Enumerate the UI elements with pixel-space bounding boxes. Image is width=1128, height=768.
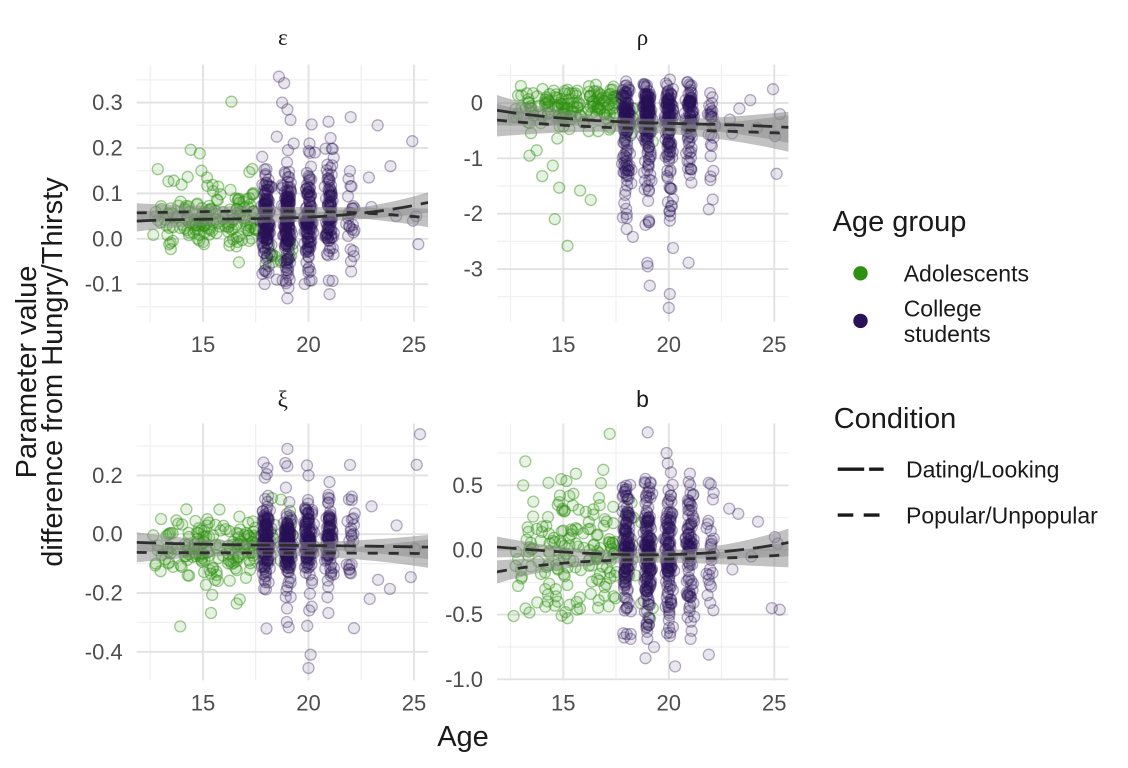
svg-text:-3: -3 [463, 257, 483, 282]
svg-text:Dating/Looking: Dating/Looking [906, 457, 1059, 483]
svg-text:Popular/Unpopular: Popular/Unpopular [906, 503, 1098, 529]
svg-text:0.2: 0.2 [92, 136, 123, 161]
svg-text:-0.5: -0.5 [445, 602, 483, 627]
svg-text:b: b [636, 386, 649, 412]
svg-text:0.0: 0.0 [92, 226, 123, 251]
svg-text:15: 15 [551, 332, 575, 357]
svg-text:25: 25 [762, 332, 786, 357]
svg-text:25: 25 [402, 691, 426, 716]
svg-text:Condition: Condition [834, 403, 957, 435]
svg-text:0.5: 0.5 [452, 473, 483, 498]
svg-text:-0.1: -0.1 [85, 272, 123, 297]
svg-text:20: 20 [296, 332, 320, 357]
svg-text:-1.0: -1.0 [445, 667, 483, 692]
svg-text:-2: -2 [463, 201, 483, 226]
svg-text:Adolescents: Adolescents [904, 261, 1029, 287]
svg-text:students: students [904, 321, 991, 347]
svg-text:0.0: 0.0 [452, 538, 483, 563]
svg-text:Age group: Age group [833, 206, 967, 238]
svg-text:0.1: 0.1 [92, 181, 123, 206]
svg-text:0.2: 0.2 [92, 463, 123, 488]
svg-text:Age: Age [437, 721, 489, 753]
svg-text:20: 20 [296, 691, 320, 716]
svg-text:-0.4: -0.4 [85, 639, 123, 664]
svg-text:College: College [904, 296, 982, 322]
svg-text:25: 25 [762, 691, 786, 716]
svg-text:-0.2: -0.2 [85, 581, 123, 606]
svg-text:ρ: ρ [637, 25, 648, 50]
svg-text:0.3: 0.3 [92, 90, 123, 115]
svg-text:difference from Hungry/Thirsty: difference from Hungry/Thirsty [37, 177, 69, 567]
svg-text:15: 15 [551, 691, 575, 716]
svg-text:20: 20 [657, 691, 681, 716]
svg-text:ε: ε [278, 25, 288, 50]
svg-text:-1: -1 [463, 146, 483, 171]
svg-text:Parameter value: Parameter value [11, 266, 43, 479]
svg-text:15: 15 [191, 691, 215, 716]
svg-text:0.0: 0.0 [92, 522, 123, 547]
svg-text:20: 20 [657, 332, 681, 357]
svg-text:15: 15 [191, 332, 215, 357]
svg-text:ξ: ξ [278, 387, 288, 412]
svg-text:0: 0 [471, 91, 483, 116]
svg-text:25: 25 [402, 332, 426, 357]
